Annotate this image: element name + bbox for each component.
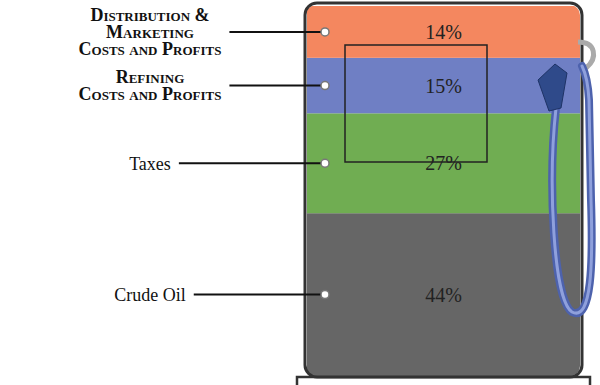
- highlight-box: [345, 45, 487, 162]
- segment-name: Taxes: [129, 154, 171, 174]
- nozzle: [538, 64, 567, 111]
- bar-segment: [307, 58, 580, 114]
- data-label: 27%: [425, 152, 462, 174]
- labels: 44% Crude Oil 27% Taxes 15% RefiningCosts and…: [79, 5, 462, 305]
- bar-segment: [307, 213, 580, 376]
- pump-body: [305, 3, 582, 377]
- segment-name-line: Taxes: [129, 154, 171, 174]
- data-label: 15%: [425, 75, 462, 97]
- leader-dot: [321, 28, 329, 36]
- segment-name-line: Costs and Profits: [79, 39, 222, 59]
- data-label: 44%: [425, 284, 462, 306]
- leader-dot: [321, 159, 329, 167]
- data-label: 14%: [425, 21, 462, 43]
- segment-name: Crude Oil: [114, 285, 186, 305]
- leader-dot: [321, 291, 329, 299]
- leader-dot: [321, 82, 329, 90]
- segment-name: Distribution &MarketingCosts and Profits: [79, 5, 222, 59]
- chart: 44% Crude Oil 27% Taxes 15% RefiningCosts and…: [0, 0, 600, 385]
- segment-name-line: Costs and Profits: [79, 84, 222, 104]
- bar-segment: [307, 113, 580, 213]
- leader-line: [179, 162, 325, 164]
- segment-name: RefiningCosts and Profits: [79, 67, 222, 104]
- plot-area: [307, 6, 580, 376]
- segment-name-line: Crude Oil: [114, 285, 186, 305]
- leader-line: [229, 85, 325, 87]
- leader-line: [194, 294, 325, 296]
- leader-line: [229, 31, 325, 33]
- bar-segment: [307, 6, 580, 58]
